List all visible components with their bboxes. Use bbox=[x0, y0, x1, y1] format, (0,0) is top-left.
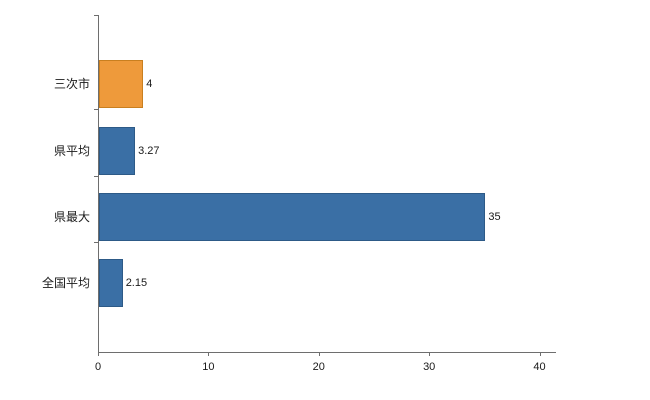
bar-value-label: 35 bbox=[488, 210, 501, 223]
y-tick-mark bbox=[94, 15, 98, 16]
category-label-miyoshi: 三次市 bbox=[53, 77, 90, 91]
y-tick-mark bbox=[94, 242, 98, 243]
x-tick-label: 30 bbox=[423, 361, 436, 373]
x-axis-tick-labels: 0 10 20 30 40 bbox=[94, 360, 555, 376]
x-tick-mark bbox=[429, 352, 431, 356]
x-tick-label: 10 bbox=[202, 361, 215, 373]
x-tick-label: 20 bbox=[312, 361, 325, 373]
y-tick-mark bbox=[94, 109, 98, 110]
category-label-pref-max: 県最大 bbox=[53, 210, 90, 224]
bar-value-label: 4 bbox=[146, 77, 153, 90]
bar-value-label: 3.27 bbox=[138, 144, 160, 157]
bar-row: 3.27 bbox=[99, 127, 556, 175]
x-tick-label: 0 bbox=[94, 361, 102, 373]
bar-miyoshi bbox=[99, 60, 144, 108]
x-tick-mark bbox=[539, 352, 541, 356]
bar-pref-avg bbox=[99, 127, 136, 175]
x-tick-mark bbox=[98, 352, 99, 356]
x-tick-label: 40 bbox=[533, 361, 546, 373]
y-tick-mark bbox=[94, 176, 98, 177]
bar-row: 2.15 bbox=[99, 259, 556, 307]
bar-value-label: 2.15 bbox=[125, 276, 148, 289]
plot-area: 4 3.27 35 2.15 bbox=[98, 15, 556, 353]
bar-pref-max bbox=[99, 193, 486, 241]
x-tick-mark bbox=[318, 352, 320, 356]
bar-row: 35 bbox=[99, 193, 556, 241]
x-axis-tick-marks bbox=[98, 352, 555, 357]
category-label-national-avg: 全国平均 bbox=[41, 276, 90, 290]
bar-national-avg bbox=[99, 259, 123, 307]
category-label-pref-avg: 県平均 bbox=[53, 144, 90, 158]
bar-row: 4 bbox=[99, 60, 556, 108]
x-tick-mark bbox=[208, 352, 210, 356]
